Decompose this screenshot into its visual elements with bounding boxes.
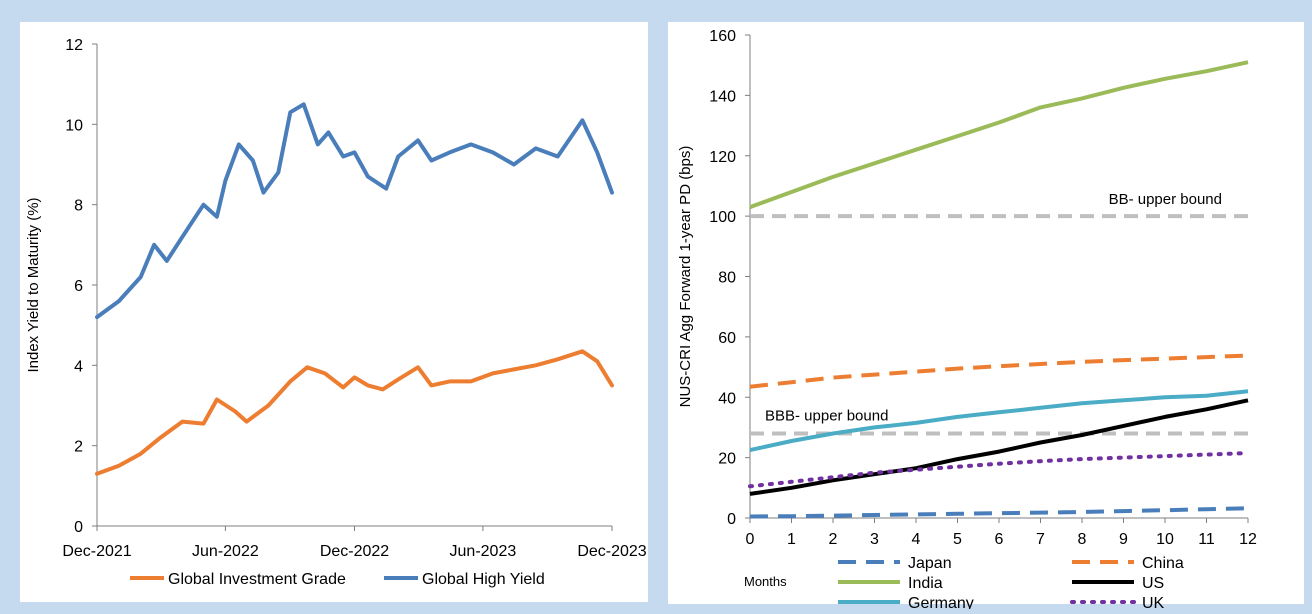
legend-label: India (908, 575, 943, 592)
series-line-global-high-yield (95, 102, 614, 320)
y-tick-label: 100 (709, 209, 736, 226)
legend-label: Japan (908, 555, 952, 572)
x-tick-label: 2 (829, 531, 838, 548)
y-axis-title: Index Yield to Maturity (%) (25, 197, 42, 372)
x-tick-label: 12 (1239, 531, 1257, 548)
left-chart-panel (20, 22, 648, 602)
series-line-uk (748, 451, 1250, 489)
y-axis-title: NUS-CRI Agg Forward 1-year PD (bps) (677, 146, 694, 408)
y-tick-label: 0 (74, 519, 83, 536)
right-chart-panel (668, 22, 1304, 604)
y-tick-label: 80 (718, 270, 736, 287)
y-tick-label: 12 (65, 37, 83, 54)
legend-label: US (1142, 575, 1164, 592)
x-tick-label: 7 (1036, 531, 1045, 548)
reference-label: BB- upper bound (1109, 191, 1222, 208)
x-tick-label: 6 (995, 531, 1004, 548)
x-axis-title: Months (744, 574, 787, 589)
x-tick-label: 10 (1156, 531, 1174, 548)
y-tick-label: 0 (727, 511, 736, 528)
legend-label: UK (1142, 595, 1165, 609)
x-tick-label: 11 (1198, 531, 1215, 548)
x-tick-label: Dec-2023 (577, 543, 646, 560)
y-tick-label: 60 (718, 330, 736, 347)
y-tick-label: 40 (718, 390, 736, 407)
x-tick-label: 0 (746, 531, 755, 548)
series-line-india (749, 60, 1249, 209)
x-tick-label: Jun-2023 (450, 543, 517, 560)
x-tick-label: 8 (1078, 531, 1087, 548)
y-tick-label: 120 (709, 149, 736, 166)
y-tick-label: 20 (718, 451, 736, 468)
legend-label: Global High Yield (422, 571, 545, 588)
x-tick-label: 3 (870, 531, 879, 548)
x-tick-label: 5 (953, 531, 962, 548)
x-tick-label: 9 (1119, 531, 1128, 548)
y-tick-label: 10 (65, 117, 83, 134)
y-tick-label: 2 (74, 439, 83, 456)
legend-label: China (1142, 555, 1184, 572)
x-tick-label: 4 (912, 531, 921, 548)
y-tick-label: 160 (709, 28, 736, 45)
x-tick-label: 1 (787, 531, 796, 548)
y-tick-label: 6 (74, 278, 83, 295)
series-line-us (749, 398, 1249, 496)
reference-label: BBB- upper bound (765, 407, 888, 424)
left-chart: 0 2 4 6 8 10 12 Dec-2021 Jun-2022 Dec-2022 Jun-202… (20, 22, 648, 602)
series-line-global-investment-grade (95, 349, 614, 476)
x-tick-label: Jun-2022 (192, 543, 259, 560)
legend-label: Global Investment Grade (168, 571, 346, 588)
y-tick-label: 8 (74, 198, 83, 215)
y-tick-label: 140 (709, 88, 736, 105)
series-line-germany (749, 389, 1249, 453)
legend-label: Germany (908, 595, 974, 609)
y-tick-label: 4 (74, 358, 83, 375)
x-tick-label: Dec-2022 (320, 543, 389, 560)
x-tick-label: Dec-2021 (62, 543, 131, 560)
